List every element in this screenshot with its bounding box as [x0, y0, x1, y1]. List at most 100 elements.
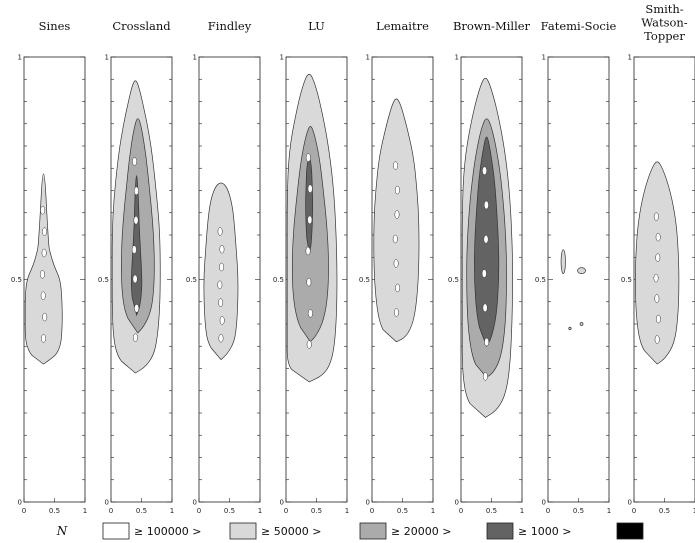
panel-1: Sines 0 0.5 1 0 0.5 1 — [11, 19, 87, 515]
legend-symbol: N — [56, 524, 68, 538]
y-tick-label: 0 — [628, 499, 632, 507]
panel-title: LU — [308, 19, 325, 33]
contour-island — [305, 153, 311, 162]
contour-island — [394, 210, 400, 219]
contour-island — [217, 227, 223, 236]
y-tick-label: 0.5 — [359, 276, 370, 284]
contour-island — [218, 333, 224, 343]
legend-swatch — [486, 522, 514, 540]
x-tick-label: 1 — [345, 507, 349, 515]
contour-island — [395, 283, 401, 293]
x-tick-label: 1 — [693, 507, 695, 515]
y-tick-label: 0.5 — [98, 276, 109, 284]
contour-island — [307, 184, 313, 193]
contour-island — [392, 234, 398, 244]
contour-island — [655, 314, 661, 324]
contour-island — [481, 269, 487, 278]
contour-island — [655, 232, 661, 242]
x-tick-label: 0 — [284, 507, 288, 515]
contour-region-level-1 — [579, 322, 584, 326]
contour-island — [483, 235, 489, 244]
x-tick-label: 1 — [607, 507, 611, 515]
contour-island — [40, 206, 46, 215]
legend-swatch — [359, 522, 387, 540]
y-tick-label: 1 — [628, 54, 632, 62]
y-tick-label: 0 — [366, 499, 370, 507]
contour-island — [306, 277, 312, 287]
y-tick-label: 0.5 — [11, 276, 22, 284]
legend-label: ≥ 20000 > — [391, 525, 451, 538]
contour-island — [42, 312, 48, 322]
panel-title: Lemaitre — [376, 19, 429, 33]
y-tick-label: 0 — [105, 499, 109, 507]
x-tick-label: 1 — [83, 507, 87, 515]
contour-island — [654, 294, 660, 303]
x-tick-label: 0 — [546, 507, 550, 515]
panel-title: Smith- — [645, 2, 683, 16]
contour-island — [41, 248, 47, 258]
contour-island — [307, 215, 313, 225]
y-tick-label: 1 — [105, 54, 109, 62]
contour-island — [218, 298, 224, 307]
contour-island — [39, 270, 45, 279]
x-tick-label: 0.5 — [49, 507, 60, 515]
contour-island — [219, 262, 225, 272]
panel-title: Topper — [644, 29, 685, 43]
x-tick-label: 0.5 — [397, 507, 408, 515]
y-tick-label: 1 — [193, 54, 197, 62]
contour-region-level-1 — [373, 98, 420, 343]
y-tick-label: 0.5 — [448, 276, 459, 284]
panel-title: Fatemi-Socie — [541, 19, 617, 33]
y-tick-label: 0.5 — [621, 276, 632, 284]
contour-island — [653, 212, 659, 221]
contour-island — [482, 303, 488, 313]
x-tick-label: 0.5 — [659, 507, 670, 515]
contour-island — [133, 186, 139, 196]
legend-swatch — [229, 522, 257, 540]
y-tick-label: 1 — [455, 54, 459, 62]
contour-island — [307, 309, 313, 318]
legend-label: ≥ 100000 > — [134, 525, 201, 538]
y-tick-label: 1 — [366, 54, 370, 62]
x-tick-label: 1 — [431, 507, 435, 515]
contour-region-level-1 — [568, 326, 572, 331]
contour-island — [219, 316, 225, 325]
x-tick-label: 0 — [109, 507, 113, 515]
x-tick-label: 0.5 — [224, 507, 235, 515]
contour-island — [132, 157, 137, 166]
y-tick-label: 0 — [193, 499, 197, 507]
contour-island — [653, 273, 659, 283]
contour-island — [134, 304, 140, 313]
contour-region-level-1 — [577, 267, 586, 274]
panel-frame — [547, 56, 610, 503]
legend-swatch — [102, 522, 130, 540]
x-tick-label: 0.5 — [311, 507, 322, 515]
contour-region-level-3 — [305, 157, 313, 253]
y-tick-label: 0.5 — [186, 276, 197, 284]
x-tick-label: 0 — [370, 507, 374, 515]
x-tick-label: 0 — [197, 507, 201, 515]
contour-region-level-1 — [635, 161, 680, 365]
panel-title: Findley — [208, 19, 252, 33]
contour-island — [482, 166, 487, 175]
contour-island — [654, 335, 660, 344]
contour-island — [131, 245, 137, 254]
panel-title: Crossland — [112, 19, 171, 33]
legend-label: ≥ 1000 > — [518, 525, 571, 538]
contour-island — [393, 161, 398, 170]
x-tick-label: 0 — [632, 507, 636, 515]
legend-label: ≥ 50000 > — [261, 525, 321, 538]
contour-island — [132, 274, 138, 284]
panel-7: Fatemi-Socie 0 0.5 1 0 0.5 1 — [535, 19, 617, 515]
contour-island — [305, 246, 311, 256]
contour-region-level-1 — [203, 182, 239, 361]
y-tick-label: 0 — [280, 499, 284, 507]
contour-island — [393, 259, 399, 268]
x-tick-label: 0.5 — [136, 507, 147, 515]
x-tick-label: 1 — [520, 507, 524, 515]
y-tick-label: 0 — [18, 499, 22, 507]
legend: N ≥ 100000 > ≥ 50000 > ≥ 20000 > ≥ 1000 > — [56, 522, 644, 540]
contour-island — [393, 308, 399, 317]
panel-title: Brown-Miller — [453, 19, 531, 33]
